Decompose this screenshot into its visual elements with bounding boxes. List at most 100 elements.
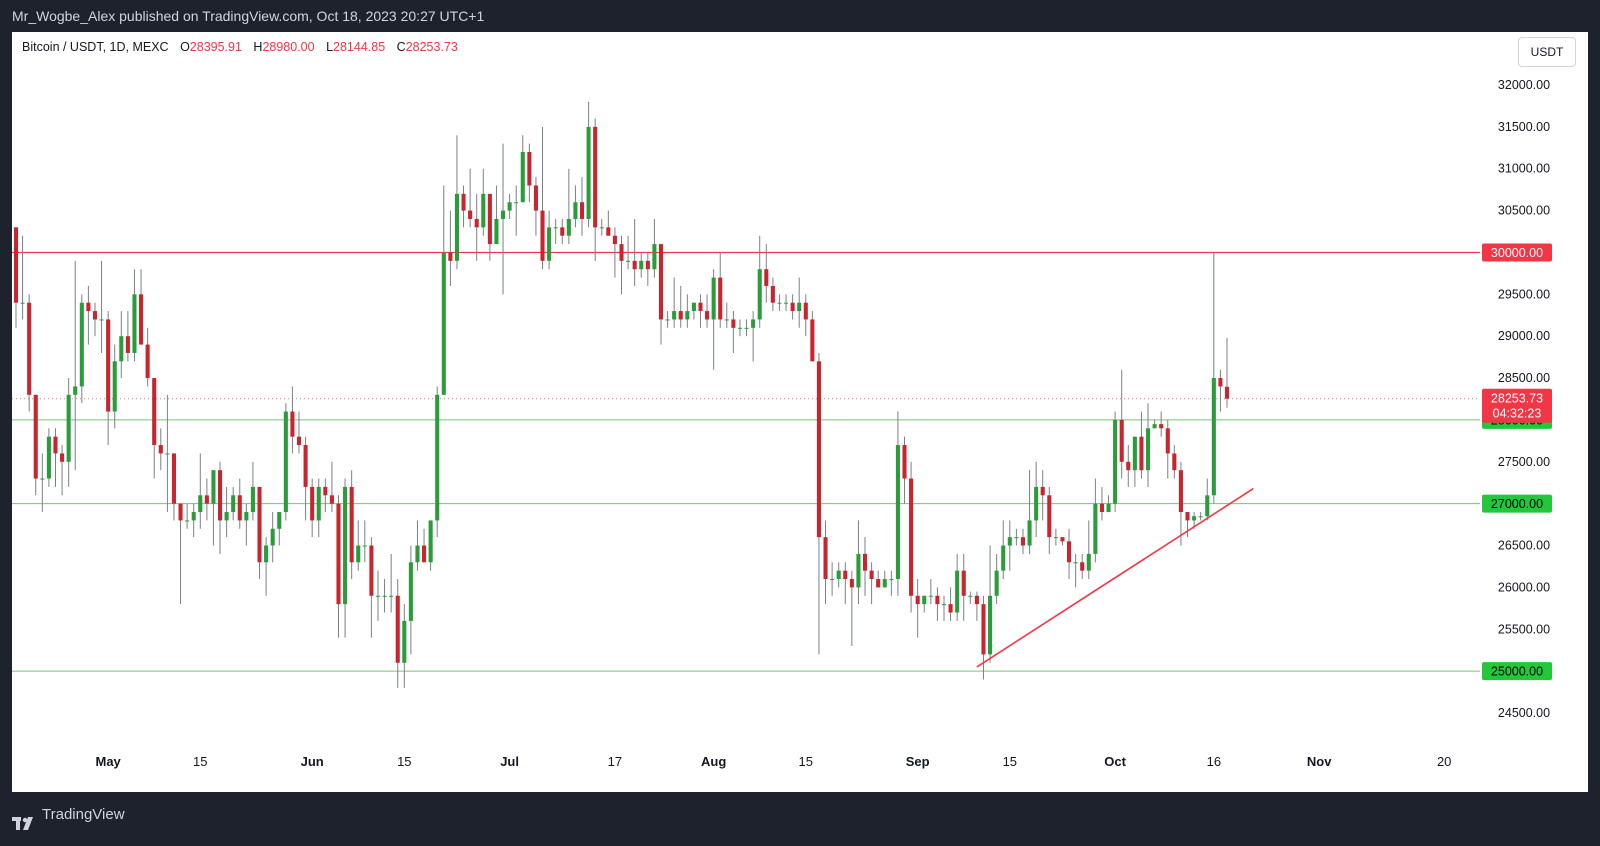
- candle[interactable]: [375, 570, 381, 621]
- candle[interactable]: [1106, 495, 1111, 513]
- candle[interactable]: [1178, 461, 1183, 546]
- candle[interactable]: [757, 235, 762, 328]
- candle[interactable]: [968, 591, 973, 605]
- candle[interactable]: [783, 294, 789, 312]
- candle[interactable]: [1040, 470, 1045, 521]
- candle[interactable]: [13, 227, 19, 328]
- candle[interactable]: [1172, 445, 1177, 479]
- candle[interactable]: [316, 478, 321, 538]
- candle[interactable]: [290, 386, 295, 454]
- candle[interactable]: [553, 218, 558, 245]
- candle[interactable]: [810, 311, 815, 362]
- candle[interactable]: [764, 244, 769, 303]
- candle[interactable]: [790, 294, 795, 320]
- candle[interactable]: [1060, 537, 1065, 546]
- candle[interactable]: [336, 495, 341, 638]
- candle[interactable]: [1126, 445, 1131, 487]
- candle[interactable]: [566, 168, 571, 245]
- candle[interactable]: [797, 277, 802, 328]
- candle[interactable]: [1218, 369, 1223, 412]
- candle[interactable]: [204, 478, 209, 521]
- candle[interactable]: [237, 478, 242, 529]
- candle[interactable]: [395, 579, 400, 688]
- candle[interactable]: [685, 294, 690, 328]
- candle[interactable]: [507, 193, 512, 219]
- candle[interactable]: [658, 244, 664, 345]
- candle[interactable]: [73, 260, 78, 471]
- candle[interactable]: [86, 285, 91, 345]
- candle[interactable]: [198, 453, 203, 529]
- candle[interactable]: [244, 503, 249, 546]
- candle[interactable]: [1145, 403, 1151, 487]
- candle[interactable]: [869, 562, 874, 605]
- candle[interactable]: [843, 562, 848, 605]
- candle[interactable]: [79, 294, 84, 404]
- candle[interactable]: [474, 193, 479, 261]
- candle[interactable]: [915, 579, 920, 638]
- candle[interactable]: [691, 302, 696, 320]
- candle[interactable]: [139, 269, 144, 345]
- candle[interactable]: [500, 143, 506, 295]
- candle[interactable]: [955, 553, 960, 621]
- candle[interactable]: [856, 520, 861, 605]
- candle[interactable]: [454, 135, 460, 270]
- candle[interactable]: [705, 294, 710, 328]
- candle[interactable]: [468, 168, 473, 228]
- candle[interactable]: [224, 486, 229, 538]
- candle[interactable]: [145, 327, 150, 387]
- candle[interactable]: [941, 595, 947, 621]
- candle[interactable]: [632, 218, 637, 286]
- candle[interactable]: [402, 604, 407, 688]
- candle[interactable]: [639, 252, 644, 278]
- candle[interactable]: [40, 453, 45, 513]
- candle[interactable]: [33, 394, 38, 496]
- candle[interactable]: [744, 319, 749, 337]
- candle[interactable]: [612, 227, 617, 278]
- candle[interactable]: [494, 185, 499, 245]
- candle[interactable]: [836, 562, 841, 588]
- candle[interactable]: [369, 537, 374, 638]
- candle[interactable]: [579, 177, 585, 236]
- candle[interactable]: [849, 570, 854, 647]
- candle[interactable]: [770, 277, 775, 312]
- candle[interactable]: [1198, 512, 1203, 521]
- candle[interactable]: [99, 260, 104, 353]
- candle[interactable]: [777, 294, 782, 312]
- candle[interactable]: [981, 595, 986, 680]
- candle[interactable]: [277, 512, 282, 546]
- candle[interactable]: [356, 520, 361, 571]
- candle[interactable]: [830, 562, 835, 596]
- candle[interactable]: [1205, 478, 1210, 521]
- candle[interactable]: [711, 269, 716, 370]
- candle[interactable]: [547, 210, 552, 270]
- candle[interactable]: [296, 411, 302, 454]
- candle[interactable]: [1211, 252, 1216, 504]
- candle[interactable]: [382, 579, 387, 613]
- candle[interactable]: [270, 512, 275, 563]
- candle[interactable]: [106, 311, 111, 446]
- candle[interactable]: [816, 352, 821, 655]
- candle[interactable]: [1185, 512, 1190, 538]
- candle[interactable]: [902, 436, 907, 504]
- candle[interactable]: [435, 386, 440, 538]
- trendline[interactable]: [976, 487, 1254, 668]
- candle[interactable]: [487, 193, 492, 261]
- candle[interactable]: [343, 478, 348, 638]
- candle[interactable]: [988, 545, 993, 663]
- candle[interactable]: [599, 218, 604, 236]
- candle[interactable]: [217, 461, 223, 554]
- candle[interactable]: [132, 269, 137, 362]
- candle[interactable]: [698, 294, 703, 328]
- candle[interactable]: [1086, 520, 1091, 580]
- candle[interactable]: [46, 428, 51, 487]
- candle[interactable]: [191, 503, 196, 538]
- candle[interactable]: [20, 235, 25, 320]
- candle[interactable]: [533, 177, 538, 236]
- candle[interactable]: [349, 470, 354, 580]
- candle[interactable]: [112, 344, 117, 429]
- candle[interactable]: [211, 470, 216, 546]
- candle[interactable]: [935, 587, 940, 621]
- candle[interactable]: [718, 252, 723, 328]
- candle[interactable]: [922, 595, 927, 613]
- candle[interactable]: [481, 168, 486, 236]
